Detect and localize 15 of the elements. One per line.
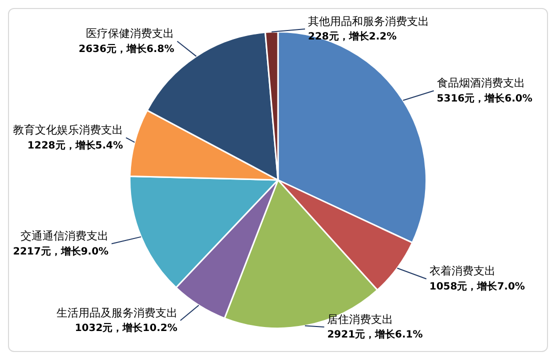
data-label: 2217元，增长9.0% bbox=[12, 245, 109, 258]
slice-label: 教育文化娱乐消费支出 bbox=[13, 124, 123, 137]
slice-label: 交通通信消费支出 bbox=[20, 230, 109, 243]
slice-label: 衣着消费支出 bbox=[429, 264, 496, 278]
data-label: 5316元，增长6.0% bbox=[436, 92, 532, 104]
slice-label: 食品烟酒消费支出 bbox=[436, 76, 525, 90]
data-label: 1032元，增长10.2% bbox=[74, 322, 178, 334]
data-label: 1058元，增长7.0% bbox=[429, 280, 525, 292]
data-label: 2921元，增长6.1% bbox=[327, 328, 423, 341]
slice-label: 生活用品及服务消费支出 bbox=[56, 306, 178, 320]
data-label: 1228元，增长5.4% bbox=[27, 139, 123, 152]
data-label: 2636元，增长6.8% bbox=[78, 42, 174, 55]
slice-label: 医疗保健消费支出 bbox=[86, 27, 174, 40]
slice-label: 居住消费支出 bbox=[327, 312, 394, 326]
slice-label: 其他用品和服务消费支出 bbox=[308, 14, 429, 28]
